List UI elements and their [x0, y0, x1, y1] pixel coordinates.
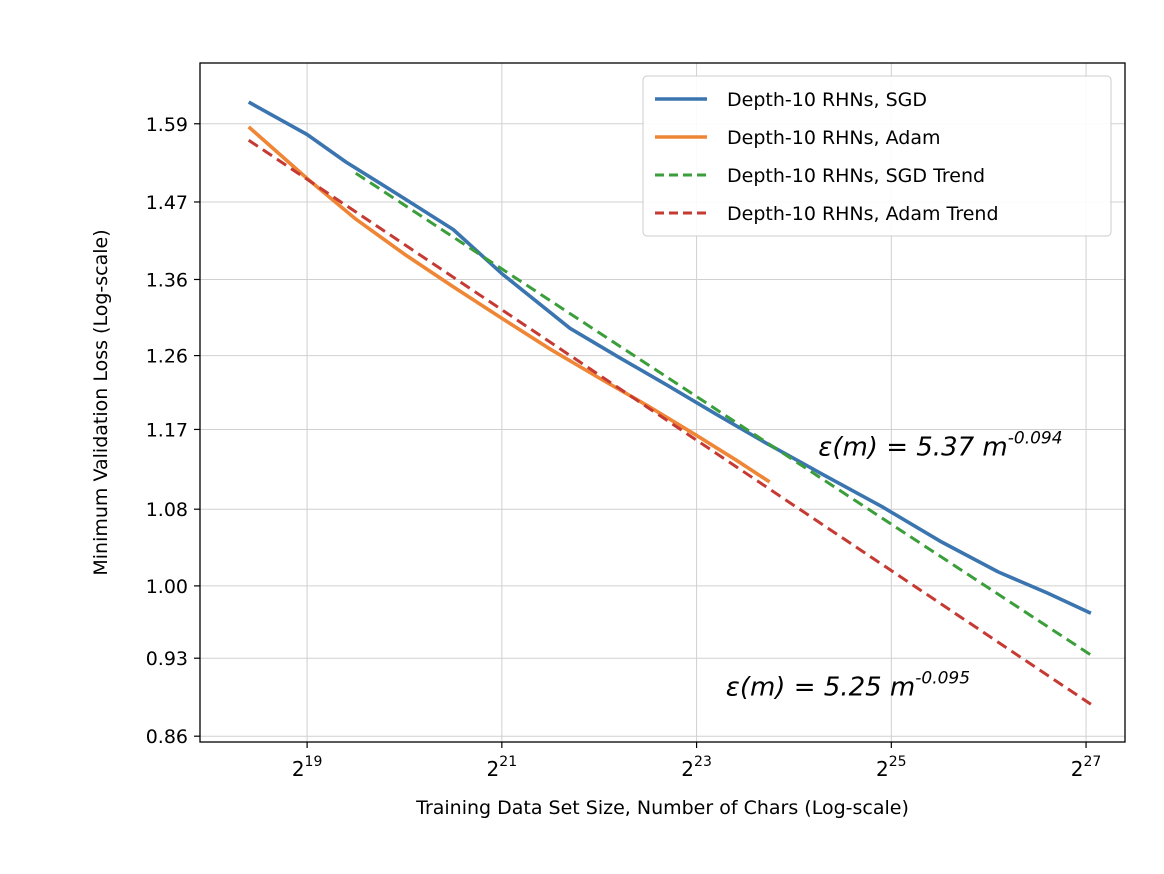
y-tick-label: 1.17	[146, 419, 188, 441]
y-tick-label: 1.26	[146, 346, 188, 368]
series-line-2	[247, 125, 771, 484]
y-axis-label: Minimum Validation Loss (Log-scale)	[90, 229, 112, 575]
x-tick-label: 223	[681, 754, 712, 781]
x-tick-label: 221	[487, 754, 518, 781]
y-tick-label: 1.08	[146, 499, 188, 521]
y-tick-label: 1.00	[146, 576, 188, 598]
tick-layer: 219 221 223 225 227 0.86 0.93 1.00 1.08 1.17 1.26 1…	[146, 114, 1102, 781]
series-line-1	[247, 100, 1092, 615]
x-axis-label: Training Data Set Size, Number of Chars …	[415, 797, 909, 819]
legend-label-2: Depth-10 RHNs, Adam	[727, 127, 941, 149]
legend-label-3: Depth-10 RHNs, SGD Trend	[727, 165, 985, 187]
legend-label-1: Depth-10 RHNs, SGD	[727, 89, 927, 111]
annotation-layer: ε(m) = 5.37 m-0.094 ε(m) = 5.25 m-0.095	[726, 428, 1063, 702]
y-tick-label: 1.59	[146, 114, 188, 136]
trend-equation-2: ε(m) = 5.25 m-0.095	[726, 668, 970, 702]
legend-box	[642, 75, 1112, 237]
series-line-3	[354, 171, 1092, 657]
y-tick-label: 0.93	[146, 648, 188, 670]
y-tick-label: 1.47	[146, 192, 188, 214]
legend-label-4: Depth-10 RHNs, Adam Trend	[727, 203, 999, 225]
x-tick-label: 227	[1071, 754, 1102, 781]
y-tick-label: 0.86	[146, 726, 188, 748]
x-tick-label: 225	[876, 754, 907, 781]
legend: Depth-10 RHNs, SGD Depth-10 RHNs, Adam Dep…	[642, 75, 1112, 237]
series-layer	[247, 100, 1092, 706]
trend-equation-1: ε(m) = 5.37 m-0.094	[818, 428, 1062, 462]
y-tick-label: 1.36	[146, 269, 188, 291]
x-tick-label: 219	[292, 754, 323, 781]
plot-area-frame	[199, 62, 1126, 743]
